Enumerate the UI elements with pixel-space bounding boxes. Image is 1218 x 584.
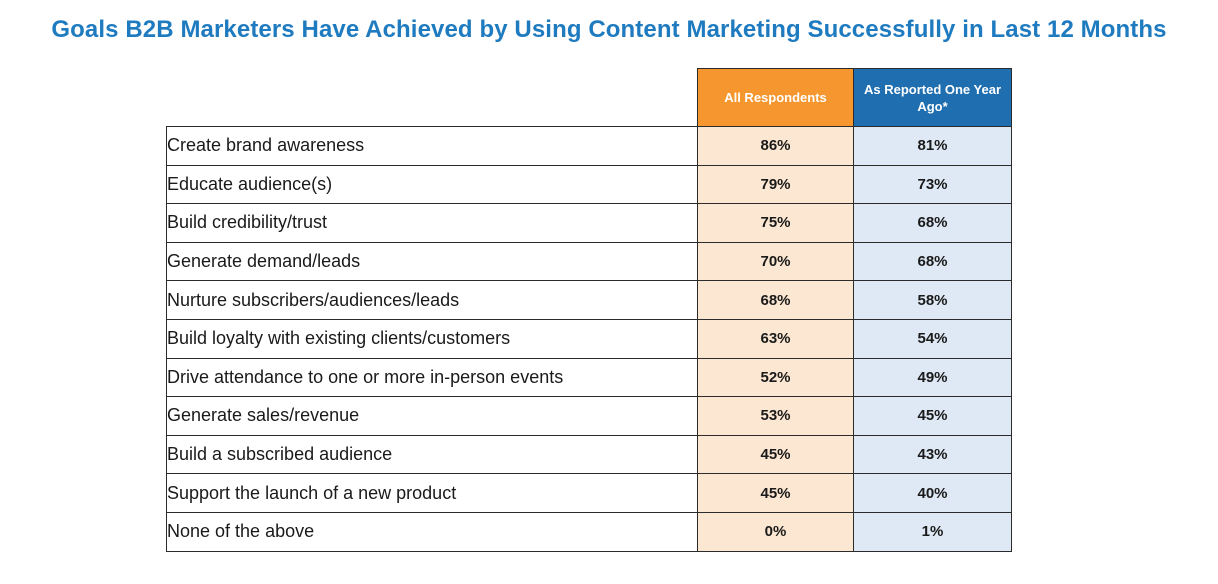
column-header-all-respondents: All Respondents xyxy=(697,68,854,127)
value-one-year-ago: 68% xyxy=(853,241,1012,282)
table-row: Build credibility/trust 75% 68% xyxy=(166,203,1012,243)
value-all-respondents: 75% xyxy=(697,203,854,243)
value-all-respondents: 70% xyxy=(697,241,854,282)
table-row: Build loyalty with existing clients/cust… xyxy=(166,318,1012,359)
value-all-respondents: 0% xyxy=(697,511,854,552)
row-label: None of the above xyxy=(166,511,698,552)
value-all-respondents: 52% xyxy=(697,357,854,398)
table-row: Generate sales/revenue 53% 45% xyxy=(166,396,1012,436)
value-all-respondents: 45% xyxy=(697,473,854,513)
value-one-year-ago: 54% xyxy=(853,318,1012,359)
row-label: Support the launch of a new product xyxy=(166,473,698,513)
header-row: All Respondents As Reported One Year Ago… xyxy=(167,68,1012,127)
header-blank-cell xyxy=(167,69,698,127)
value-all-respondents: 45% xyxy=(697,434,854,475)
value-all-respondents: 63% xyxy=(697,318,854,359)
row-label: Generate sales/revenue xyxy=(166,396,698,436)
value-all-respondents: 68% xyxy=(697,280,854,320)
value-one-year-ago: 58% xyxy=(853,280,1012,320)
row-label: Nurture subscribers/audiences/leads xyxy=(166,280,698,320)
value-one-year-ago: 1% xyxy=(853,511,1012,552)
value-all-respondents: 79% xyxy=(697,164,854,205)
chart-title: Goals B2B Marketers Have Achieved by Usi… xyxy=(51,16,1167,43)
row-label: Drive attendance to one or more in-perso… xyxy=(166,357,698,398)
value-one-year-ago: 43% xyxy=(853,434,1012,475)
table-row: Build a subscribed audience 45% 43% xyxy=(166,434,1012,475)
value-one-year-ago: 68% xyxy=(853,203,1012,243)
value-one-year-ago: 40% xyxy=(853,473,1012,513)
row-label: Create brand awareness xyxy=(166,126,698,166)
row-label: Generate demand/leads xyxy=(166,241,698,282)
row-label: Build a subscribed audience xyxy=(166,434,698,475)
row-label: Educate audience(s) xyxy=(166,164,698,205)
table-row: Generate demand/leads 70% 68% xyxy=(166,241,1012,282)
table-row: Create brand awareness 86% 81% xyxy=(166,126,1012,166)
goals-table: All Respondents As Reported One Year Ago… xyxy=(166,68,1012,552)
table-row: Nurture subscribers/audiences/leads 68% 58… xyxy=(166,280,1012,320)
value-all-respondents: 86% xyxy=(697,126,854,166)
table-row: Drive attendance to one or more in-perso… xyxy=(166,357,1012,398)
column-header-one-year-ago: As Reported One Year Ago* xyxy=(853,68,1012,127)
row-label: Build loyalty with existing clients/cust… xyxy=(166,318,698,359)
value-one-year-ago: 45% xyxy=(853,396,1012,436)
table-row: Support the launch of a new product 45% 40… xyxy=(166,473,1012,513)
value-one-year-ago: 73% xyxy=(853,164,1012,205)
value-one-year-ago: 81% xyxy=(853,126,1012,166)
table-row: Educate audience(s) 79% 73% xyxy=(166,164,1012,205)
value-one-year-ago: 49% xyxy=(853,357,1012,398)
row-label: Build credibility/trust xyxy=(166,203,698,243)
value-all-respondents: 53% xyxy=(697,396,854,436)
table-row: None of the above 0% 1% xyxy=(166,511,1012,552)
